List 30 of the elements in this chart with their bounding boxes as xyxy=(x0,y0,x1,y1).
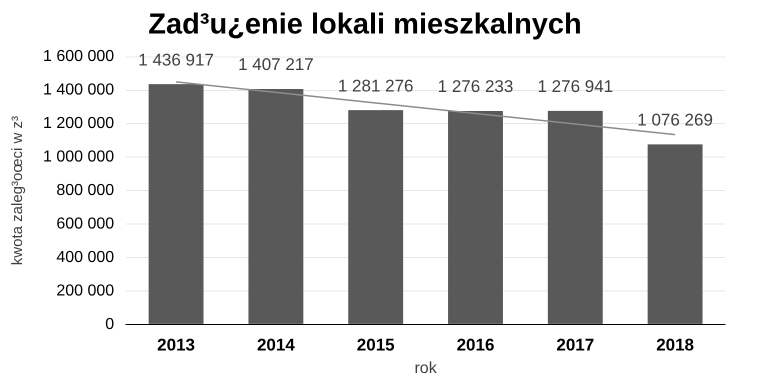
x-axis-title: rok xyxy=(414,360,438,377)
y-tick-label: 400 000 xyxy=(56,248,114,266)
x-tick-label: 2013 xyxy=(157,335,195,354)
data-label: 1 276 941 xyxy=(537,77,614,96)
y-tick-label: 800 000 xyxy=(56,182,114,200)
x-tick-label: 2017 xyxy=(556,335,594,354)
bar xyxy=(548,110,603,324)
y-tick-label: 0 xyxy=(105,316,114,333)
x-tick-label: 2018 xyxy=(656,335,694,354)
x-tick-label: 2014 xyxy=(256,335,296,354)
y-tick-label: 600 000 xyxy=(56,215,114,232)
y-axis-title: kwota zaleg³oœci w z³ xyxy=(9,116,26,266)
y-tick-label: 1 200 000 xyxy=(42,115,114,132)
y-tick-label: 200 000 xyxy=(56,282,114,300)
bar xyxy=(248,89,304,324)
bar xyxy=(348,110,404,324)
bar xyxy=(148,84,204,324)
data-label: 1 076 269 xyxy=(637,110,713,130)
bar xyxy=(648,144,703,324)
y-tick-label: 1 400 000 xyxy=(42,82,114,99)
data-label: 1 407 217 xyxy=(238,55,314,74)
x-tick-label: 2015 xyxy=(356,335,395,354)
data-label: 1 436 917 xyxy=(138,50,214,70)
y-tick-label: 1 000 000 xyxy=(42,148,114,166)
chart-title: Zad³u¿enie lokali mieszkalnych xyxy=(148,8,582,40)
x-tick-label: 2016 xyxy=(456,335,494,354)
data-label: 1 281 276 xyxy=(338,76,414,96)
y-tick-label: 1 600 000 xyxy=(42,48,114,66)
data-label: 1 276 233 xyxy=(438,77,514,96)
bar xyxy=(448,110,503,324)
